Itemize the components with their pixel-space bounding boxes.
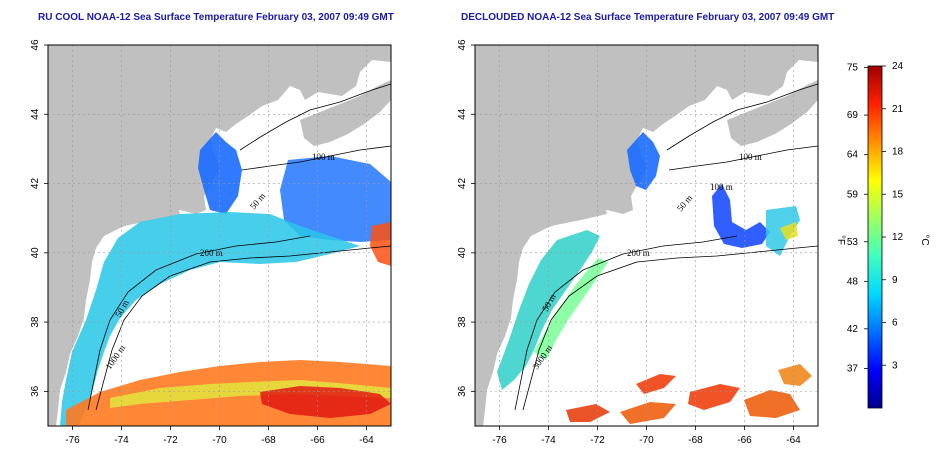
colorbar-f-tick-label: 37: [847, 363, 859, 374]
y-tick-label: 36: [457, 385, 468, 397]
left-sst-warm-streak: [110, 380, 391, 408]
colorbar-gradient: [867, 65, 883, 409]
left-land-mass: [48, 45, 391, 426]
left-panel-title: RU COOL NOAA-12 Sea Surface Temperature …: [38, 12, 394, 23]
x-tick-label: -66: [737, 435, 752, 446]
colorbar-fahrenheit-ticks: 75 69 64 59 53 48 42 37: [847, 63, 868, 374]
right-nova-scotia: [727, 80, 818, 146]
right-panel-title: DECLOUDED NOAA-12 Sea Surface Temperatur…: [461, 12, 835, 23]
left-sst-gulf-of-maine: [198, 132, 242, 214]
left-label-200m: 200 m: [200, 248, 223, 258]
colorbar-c-tick-label: 12: [892, 232, 904, 243]
colorbar-c-tick-label: 15: [892, 189, 904, 200]
right-isobath-200m: [522, 245, 818, 411]
right-sst-gulf-of-maine: [627, 132, 660, 190]
colorbar-f-tick-label: 75: [847, 63, 859, 74]
left-isobaths: [87, 83, 391, 411]
left-nova-scotia: [300, 80, 391, 146]
right-dotted-grid: [475, 45, 818, 426]
x-tick-label: -64: [786, 435, 801, 446]
right-map-panel: 100 m 100 m 50 m 200 m 50 m 3000 m -76 -7…: [457, 39, 819, 446]
left-map-content: 100 m 50 m 200 m 50 m 1000 m: [48, 45, 391, 426]
right-label-200m: 200 m: [627, 248, 650, 258]
colorbar-c-tick-label: 6: [892, 318, 898, 329]
y-tick-label: 42: [30, 178, 41, 190]
x-tick-label: -66: [310, 435, 325, 446]
left-axis-ticks: -76 -74 -72 -70 -68 -66 -64 46 44 42 40 38 36: [30, 39, 374, 446]
y-tick-label: 46: [457, 39, 468, 51]
left-map-panel: 100 m 50 m 200 m 50 m 1000 m -76 -74 -72 -7…: [30, 39, 392, 446]
right-isobath-50m: [514, 235, 738, 411]
colorbar-c-tick-label: 18: [892, 147, 904, 158]
right-map-content: 100 m 100 m 50 m 200 m 50 m 3000 m: [475, 45, 818, 426]
colorbar-f-tick-label: 59: [847, 189, 859, 200]
right-label-100m-south: 100 m: [710, 182, 733, 192]
colorbar-f-tick-label: 69: [847, 110, 859, 121]
colorbar-c-tick-label: 24: [892, 61, 904, 72]
y-tick-label: 38: [457, 316, 468, 328]
left-sst-swaths: [60, 132, 391, 426]
left-isobath-50m: [87, 235, 311, 411]
x-tick-label: -76: [65, 435, 80, 446]
right-land-mass: [475, 45, 818, 426]
x-tick-label: -68: [688, 435, 703, 446]
x-tick-label: -68: [261, 435, 276, 446]
right-sst-warm-6: [778, 364, 812, 386]
left-sst-georges-bank: [280, 156, 391, 242]
colorbar-c-tick-label: 21: [892, 104, 904, 115]
left-label-100m: 100 m: [312, 152, 335, 162]
y-tick-label: 40: [30, 247, 41, 259]
colorbar-f-tick-label: 48: [847, 276, 859, 287]
x-tick-label: -72: [163, 435, 178, 446]
right-sst-warm-3: [620, 402, 676, 424]
x-tick-label: -70: [212, 435, 227, 446]
colorbar-f-tick-label: 64: [847, 150, 859, 161]
right-isobath-100m: [666, 83, 818, 151]
right-sst-warm-2: [688, 384, 740, 410]
left-sst-hot-spot: [260, 386, 391, 418]
right-axis-ticks: -76 -74 -72 -70 -68 -66 -64 46 44 42 40 38 36: [457, 39, 801, 446]
y-tick-label: 44: [30, 108, 41, 120]
colorbar-c-tick-label: 9: [892, 275, 898, 286]
left-isobath-100m: [239, 83, 391, 151]
right-sst-warm-1: [636, 374, 676, 394]
left-sst-eastern-edge: [370, 222, 391, 266]
x-tick-label: -72: [590, 435, 605, 446]
x-tick-label: -74: [541, 435, 556, 446]
right-sst-georges-east: [712, 184, 770, 248]
y-tick-label: 40: [457, 247, 468, 259]
right-isobath-gom: [668, 145, 818, 171]
x-tick-label: -74: [114, 435, 129, 446]
right-long-island: [545, 208, 607, 226]
colorbar-celsius-label: °C: [919, 234, 930, 245]
y-tick-label: 36: [30, 385, 41, 397]
left-long-island: [118, 208, 180, 226]
x-tick-label: -64: [359, 435, 374, 446]
colorbar-fahrenheit-label: °F: [835, 235, 846, 245]
colorbar-c-tick-label: 3: [892, 360, 898, 371]
x-tick-label: -70: [639, 435, 654, 446]
y-tick-label: 38: [30, 316, 41, 328]
left-dotted-grid: [48, 45, 391, 426]
right-isobaths: [514, 83, 818, 411]
colorbar: 75 69 64 59 53 48 42 37 24 21 18 15 12 9 6 3 °F °C: [835, 61, 930, 409]
left-isobath-200m: [95, 245, 391, 411]
y-tick-label: 46: [30, 39, 41, 51]
right-sst-shelf-edge: [534, 258, 608, 360]
y-tick-label: 44: [457, 108, 468, 120]
colorbar-f-tick-label: 53: [847, 237, 859, 248]
left-sst-shelf: [60, 212, 360, 426]
colorbar-f-tick-label: 42: [847, 324, 859, 335]
y-tick-label: 42: [457, 178, 468, 190]
x-tick-label: -76: [492, 435, 507, 446]
right-sst-warm-4: [744, 390, 800, 418]
right-sst-warm-5: [566, 404, 610, 422]
left-isobath-gom: [241, 145, 391, 171]
right-label-100m-north: 100 m: [739, 152, 762, 162]
colorbar-celsius-ticks: 24 21 18 15 12 9 6 3: [882, 61, 904, 371]
